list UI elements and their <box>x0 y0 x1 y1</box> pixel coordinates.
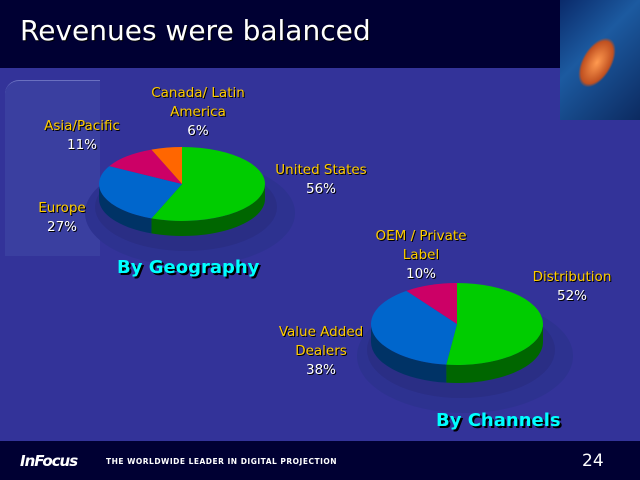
slide-title: Revenues were balanced <box>20 14 371 47</box>
label-canada: Canada/ Latin America 6% <box>151 85 245 139</box>
chart-title-geography: By Geography <box>117 257 260 278</box>
pie-slice-side <box>446 324 543 383</box>
pie-slice-distribution <box>446 283 544 365</box>
label-us: United States 56% <box>275 162 367 197</box>
pie-slice-united-states <box>151 147 266 221</box>
decorative-image <box>560 0 640 120</box>
label-distribution: Distribution 52% <box>532 269 612 304</box>
logo: InFocus <box>20 452 78 470</box>
pie-slice-canada-latin-america <box>151 147 182 184</box>
page-number: 24 <box>582 451 604 471</box>
label-oem: OEM / Private Label 10% <box>375 228 467 282</box>
title-bar <box>0 0 640 68</box>
chart-title-channels: By Channels <box>436 410 561 431</box>
decorative-panel <box>5 80 100 256</box>
pie-slice-side <box>99 184 152 234</box>
tagline: THE WORLDWIDE LEADER IN DIGITAL PROJECTI… <box>106 457 338 466</box>
pie-slice-side <box>151 184 265 236</box>
pie-slice-europe <box>99 166 182 219</box>
pie-slice-side <box>371 324 447 383</box>
label-asia: Asia/Pacific 11% <box>44 118 120 153</box>
label-europe: Europe 27% <box>38 200 86 235</box>
pie-slice-oem-private-label <box>406 283 457 324</box>
label-var: Value Added Dealers 38% <box>278 324 364 378</box>
pie-slice-value-added-dealers <box>371 290 457 365</box>
pie-slice-asia-pacific <box>109 149 182 184</box>
footer: InFocus THE WORLDWIDE LEADER IN DIGITAL … <box>0 441 640 480</box>
